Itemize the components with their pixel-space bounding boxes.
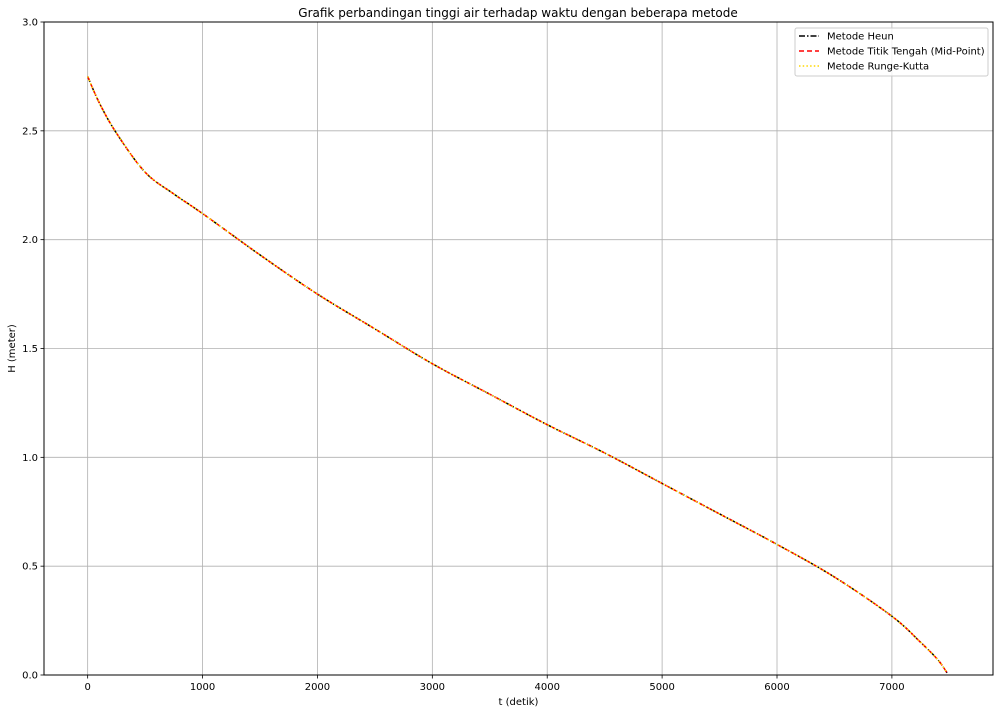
- x-tick-label: 6000: [764, 682, 789, 693]
- series-lines: [86, 76, 948, 674]
- x-tick-label: 3000: [420, 682, 445, 693]
- x-axis-label: t (detik): [499, 697, 539, 708]
- y-tick-label: 1.0: [22, 453, 38, 464]
- y-axis-label: H (meter): [7, 324, 18, 373]
- y-tick-label: 3.0: [22, 18, 38, 29]
- x-tick-label: 5000: [649, 682, 674, 693]
- legend-box: [794, 27, 989, 77]
- legend-label-3: Metode Runge-Kutta: [827, 62, 929, 73]
- legend: Metode Heun Metode Titik Tengah (Mid-Poin…: [794, 27, 989, 77]
- y-tick-label: 0.5: [22, 562, 38, 573]
- x-tick-label: 4000: [534, 682, 559, 693]
- series-line-3: [86, 76, 948, 674]
- axis-ticks: 0 1000 2000 3000 4000 5000 6000 7000 0.0 0.5 1.0 1.…: [22, 18, 905, 694]
- y-tick-label: 1.5: [22, 344, 38, 355]
- x-tick-label: 0: [84, 682, 90, 693]
- y-tick-label: 2.5: [22, 126, 38, 137]
- x-tick-label: 1000: [190, 682, 215, 693]
- y-tick-label: 0.0: [22, 671, 38, 682]
- grid-lines: [44, 21, 993, 676]
- y-tick-label: 2.0: [22, 235, 38, 246]
- legend-label-2: Metode Titik Tengah (Mid-Point): [827, 47, 985, 58]
- x-tick-label: 7000: [879, 682, 904, 693]
- legend-label-1: Metode Heun: [827, 32, 894, 43]
- x-tick-label: 2000: [305, 682, 330, 693]
- chart-title: Grafik perbandingan tinggi air terhadap …: [298, 6, 737, 20]
